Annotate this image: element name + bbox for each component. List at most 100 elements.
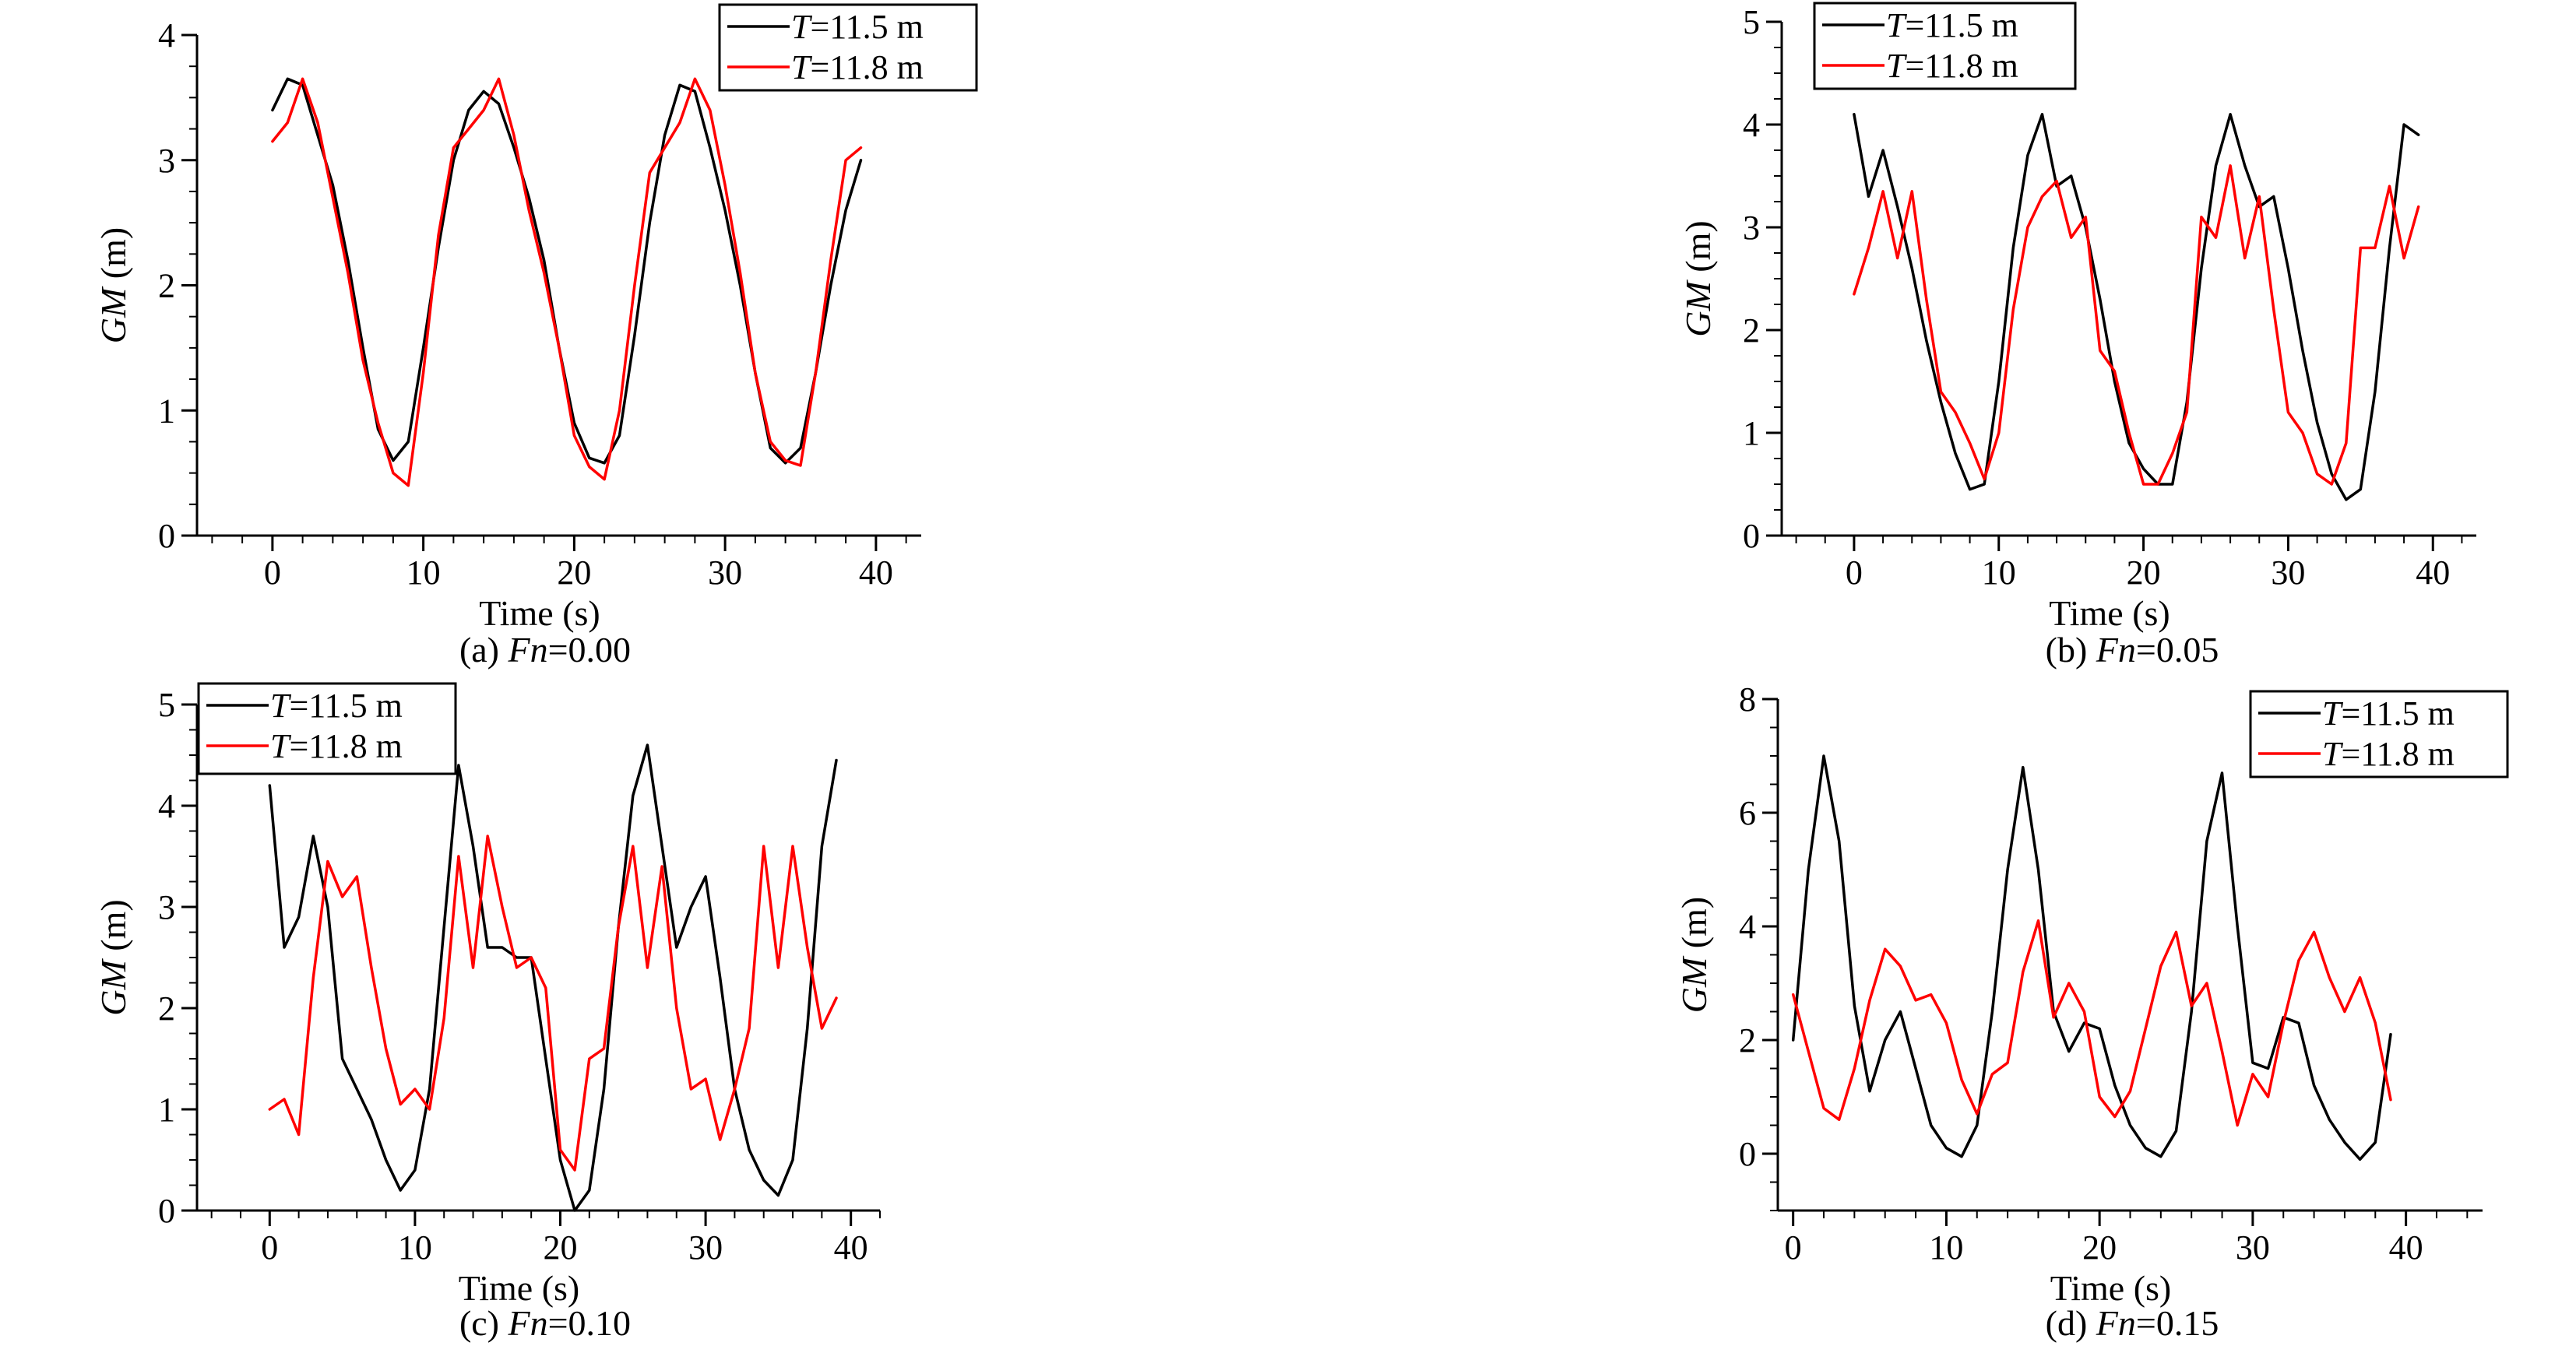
x-tick-label: 30	[2271, 554, 2305, 592]
chart-panel-d: 0 10 20 30 40 0 2 4 6 8 Time (s) GM (m) (d) Fn=0.15 T…	[1674, 680, 2509, 1343]
x-tick-label: 10	[398, 1228, 432, 1267]
caption-prefix: (a)	[459, 630, 509, 669]
x-tick-label: 10	[1929, 1228, 1963, 1267]
y-axis-label-unit: (m)	[1678, 220, 1718, 281]
y-axis-label-unit: (m)	[93, 899, 133, 960]
x-tick-label: 0	[1846, 554, 1863, 592]
series-line-t11-5	[1853, 113, 2420, 501]
y-tick-label: 4	[158, 787, 175, 825]
chart-panel-b: 0 10 20 30 40 0 1 2 3 4 5 Time (s) GM (m) (b) Fn=0.05…	[1678, 2, 2476, 669]
legend-value: =11.5 m	[289, 687, 402, 725]
x-tick-label: 20	[2082, 1228, 2117, 1267]
y-tick-label: 5	[1743, 3, 1760, 41]
legend-label: T=11.8 m	[791, 48, 924, 86]
legend-value: =11.5 m	[1905, 6, 2018, 44]
caption-var: Fn	[508, 630, 548, 669]
legend-label: T=11.8 m	[2322, 735, 2455, 773]
y-tick-label: 1	[1743, 414, 1760, 452]
y-tick-label: 3	[158, 142, 175, 180]
legend: T=11.5 mT=11.8 m	[718, 3, 978, 92]
x-tick-label: 20	[557, 554, 591, 592]
y-axis-label-unit: (m)	[1674, 897, 1714, 958]
x-tick-label: 20	[2127, 554, 2161, 592]
x-tick-label: 10	[1982, 554, 2016, 592]
y-axis-label: GM (m)	[1678, 220, 1718, 336]
legend-value: =11.8 m	[289, 727, 402, 765]
y-tick-label: 5	[158, 686, 175, 724]
legend-label: T=11.5 m	[1886, 6, 2018, 44]
legend-box	[718, 3, 978, 92]
y-axis-label-var: GM	[93, 958, 133, 1016]
legend-var: T	[791, 48, 813, 86]
series-line-t11-8	[268, 835, 838, 1172]
legend: T=11.5 mT=11.8 m	[1813, 2, 2077, 90]
series-line-t11-8	[271, 77, 863, 487]
caption-value: =0.10	[548, 1303, 631, 1343]
legend-box	[197, 682, 457, 775]
series-line-t11-5	[268, 743, 838, 1212]
x-axis-label: Time (s)	[2049, 593, 2170, 633]
legend-label: T=11.8 m	[270, 727, 403, 765]
legend-box	[2249, 690, 2509, 778]
x-tick-label: 0	[261, 1228, 278, 1267]
y-axis-label-unit: (m)	[93, 227, 133, 288]
y-axis-label: GM (m)	[93, 899, 133, 1015]
chart-panel-a: 0 10 20 30 40 0 1 2 3 4 Time (s) GM (m) (a) Fn=0.00 T…	[93, 3, 978, 669]
x-tick-label: 40	[2416, 554, 2450, 592]
x-tick-label: 30	[2236, 1228, 2270, 1267]
panel-caption: (d) Fn=0.15	[2046, 1303, 2219, 1343]
y-tick-label: 0	[1739, 1135, 1756, 1173]
legend-var: T	[270, 687, 292, 725]
legend-var: T	[791, 8, 813, 46]
legend-box	[1813, 2, 2077, 90]
x-axis-label: Time (s)	[479, 593, 600, 633]
y-tick-label: 1	[158, 392, 175, 430]
series-line-t11-8	[1791, 919, 2392, 1127]
legend: T=11.5 mT=11.8 m	[197, 682, 457, 775]
chart-panel-c: 0 10 20 30 40 0 1 2 3 4 5 Time (s) GM (m) (c) Fn=0.10…	[93, 682, 881, 1343]
panel-caption: (c) Fn=0.10	[459, 1303, 631, 1343]
legend-label: T=11.5 m	[2322, 694, 2455, 733]
y-tick-label: 6	[1739, 794, 1756, 832]
panel-caption: (a) Fn=0.00	[459, 630, 631, 669]
caption-value: =0.05	[2136, 630, 2219, 669]
caption-var: Fn	[508, 1303, 548, 1343]
x-axis-label: Time (s)	[459, 1268, 580, 1308]
legend-value: =11.8 m	[1905, 47, 2018, 85]
x-tick-label: 40	[834, 1228, 868, 1267]
caption-prefix: (d)	[2046, 1303, 2096, 1343]
x-tick-label: 0	[264, 554, 281, 592]
x-tick-label: 20	[543, 1228, 577, 1267]
legend-label: T=11.5 m	[791, 8, 924, 46]
y-tick-label: 4	[1743, 106, 1760, 144]
y-tick-label: 3	[1743, 209, 1760, 247]
legend-value: =11.5 m	[2341, 694, 2454, 733]
series-line-t11-8	[1853, 164, 2420, 486]
y-tick-label: 0	[1743, 517, 1760, 555]
y-axis-label: GM (m)	[93, 227, 133, 343]
legend-var: T	[1886, 47, 1908, 85]
legend-var: T	[270, 727, 292, 765]
legend-value: =11.8 m	[2341, 735, 2454, 773]
x-tick-label: 0	[1785, 1228, 1802, 1267]
y-tick-label: 2	[158, 989, 175, 1028]
x-axis-label: Time (s)	[2050, 1268, 2172, 1308]
y-axis-label: GM (m)	[1674, 897, 1714, 1013]
x-tick-label: 30	[688, 1228, 723, 1267]
caption-var: Fn	[2096, 630, 2136, 669]
y-tick-label: 4	[158, 16, 175, 54]
panel-caption: (b) Fn=0.05	[2046, 630, 2219, 669]
y-axis-label-var: GM	[1674, 955, 1714, 1013]
y-tick-label: 0	[158, 1192, 175, 1230]
y-tick-label: 2	[158, 267, 175, 305]
legend-value: =11.5 m	[810, 8, 923, 46]
series-line-t11-5	[271, 77, 863, 465]
x-tick-label: 40	[2389, 1228, 2423, 1267]
series-line-t11-5	[1791, 754, 2392, 1161]
caption-var: Fn	[2096, 1303, 2136, 1343]
y-axis-label-var: GM	[1678, 279, 1718, 337]
caption-prefix: (c)	[459, 1303, 509, 1343]
x-tick-label: 30	[708, 554, 742, 592]
y-tick-label: 4	[1739, 908, 1756, 946]
